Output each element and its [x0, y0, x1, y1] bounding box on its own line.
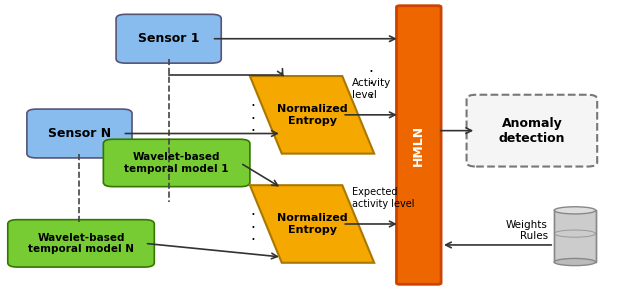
Polygon shape: [250, 76, 374, 154]
Text: Weights
Rules: Weights Rules: [506, 220, 548, 241]
Polygon shape: [250, 185, 374, 263]
Ellipse shape: [554, 258, 596, 266]
FancyBboxPatch shape: [27, 109, 132, 158]
FancyBboxPatch shape: [103, 139, 250, 187]
Text: Expected
activity level: Expected activity level: [352, 187, 414, 209]
Text: Sensor N: Sensor N: [48, 127, 111, 140]
Ellipse shape: [554, 230, 596, 237]
FancyBboxPatch shape: [116, 14, 221, 63]
Text: Anomaly
detection: Anomaly detection: [499, 117, 565, 145]
Text: Normalized
Entropy: Normalized Entropy: [276, 104, 348, 126]
Text: Wavelet-based
temporal model 1: Wavelet-based temporal model 1: [124, 152, 229, 174]
Text: Normalized
Entropy: Normalized Entropy: [276, 213, 348, 235]
Bar: [554, 210, 596, 262]
Text: ·
·
·: · · ·: [369, 65, 373, 105]
FancyBboxPatch shape: [467, 95, 597, 166]
Text: ·
·
·: · · ·: [251, 208, 255, 249]
Ellipse shape: [554, 207, 596, 214]
FancyBboxPatch shape: [8, 220, 154, 267]
Text: Activity
level: Activity level: [352, 78, 391, 100]
FancyBboxPatch shape: [396, 6, 441, 284]
Text: ·
·
·: · · ·: [251, 99, 255, 139]
Text: HMLN: HMLN: [412, 124, 425, 166]
Text: Sensor 1: Sensor 1: [138, 32, 200, 45]
Text: Wavelet-based
temporal model N: Wavelet-based temporal model N: [28, 233, 134, 254]
